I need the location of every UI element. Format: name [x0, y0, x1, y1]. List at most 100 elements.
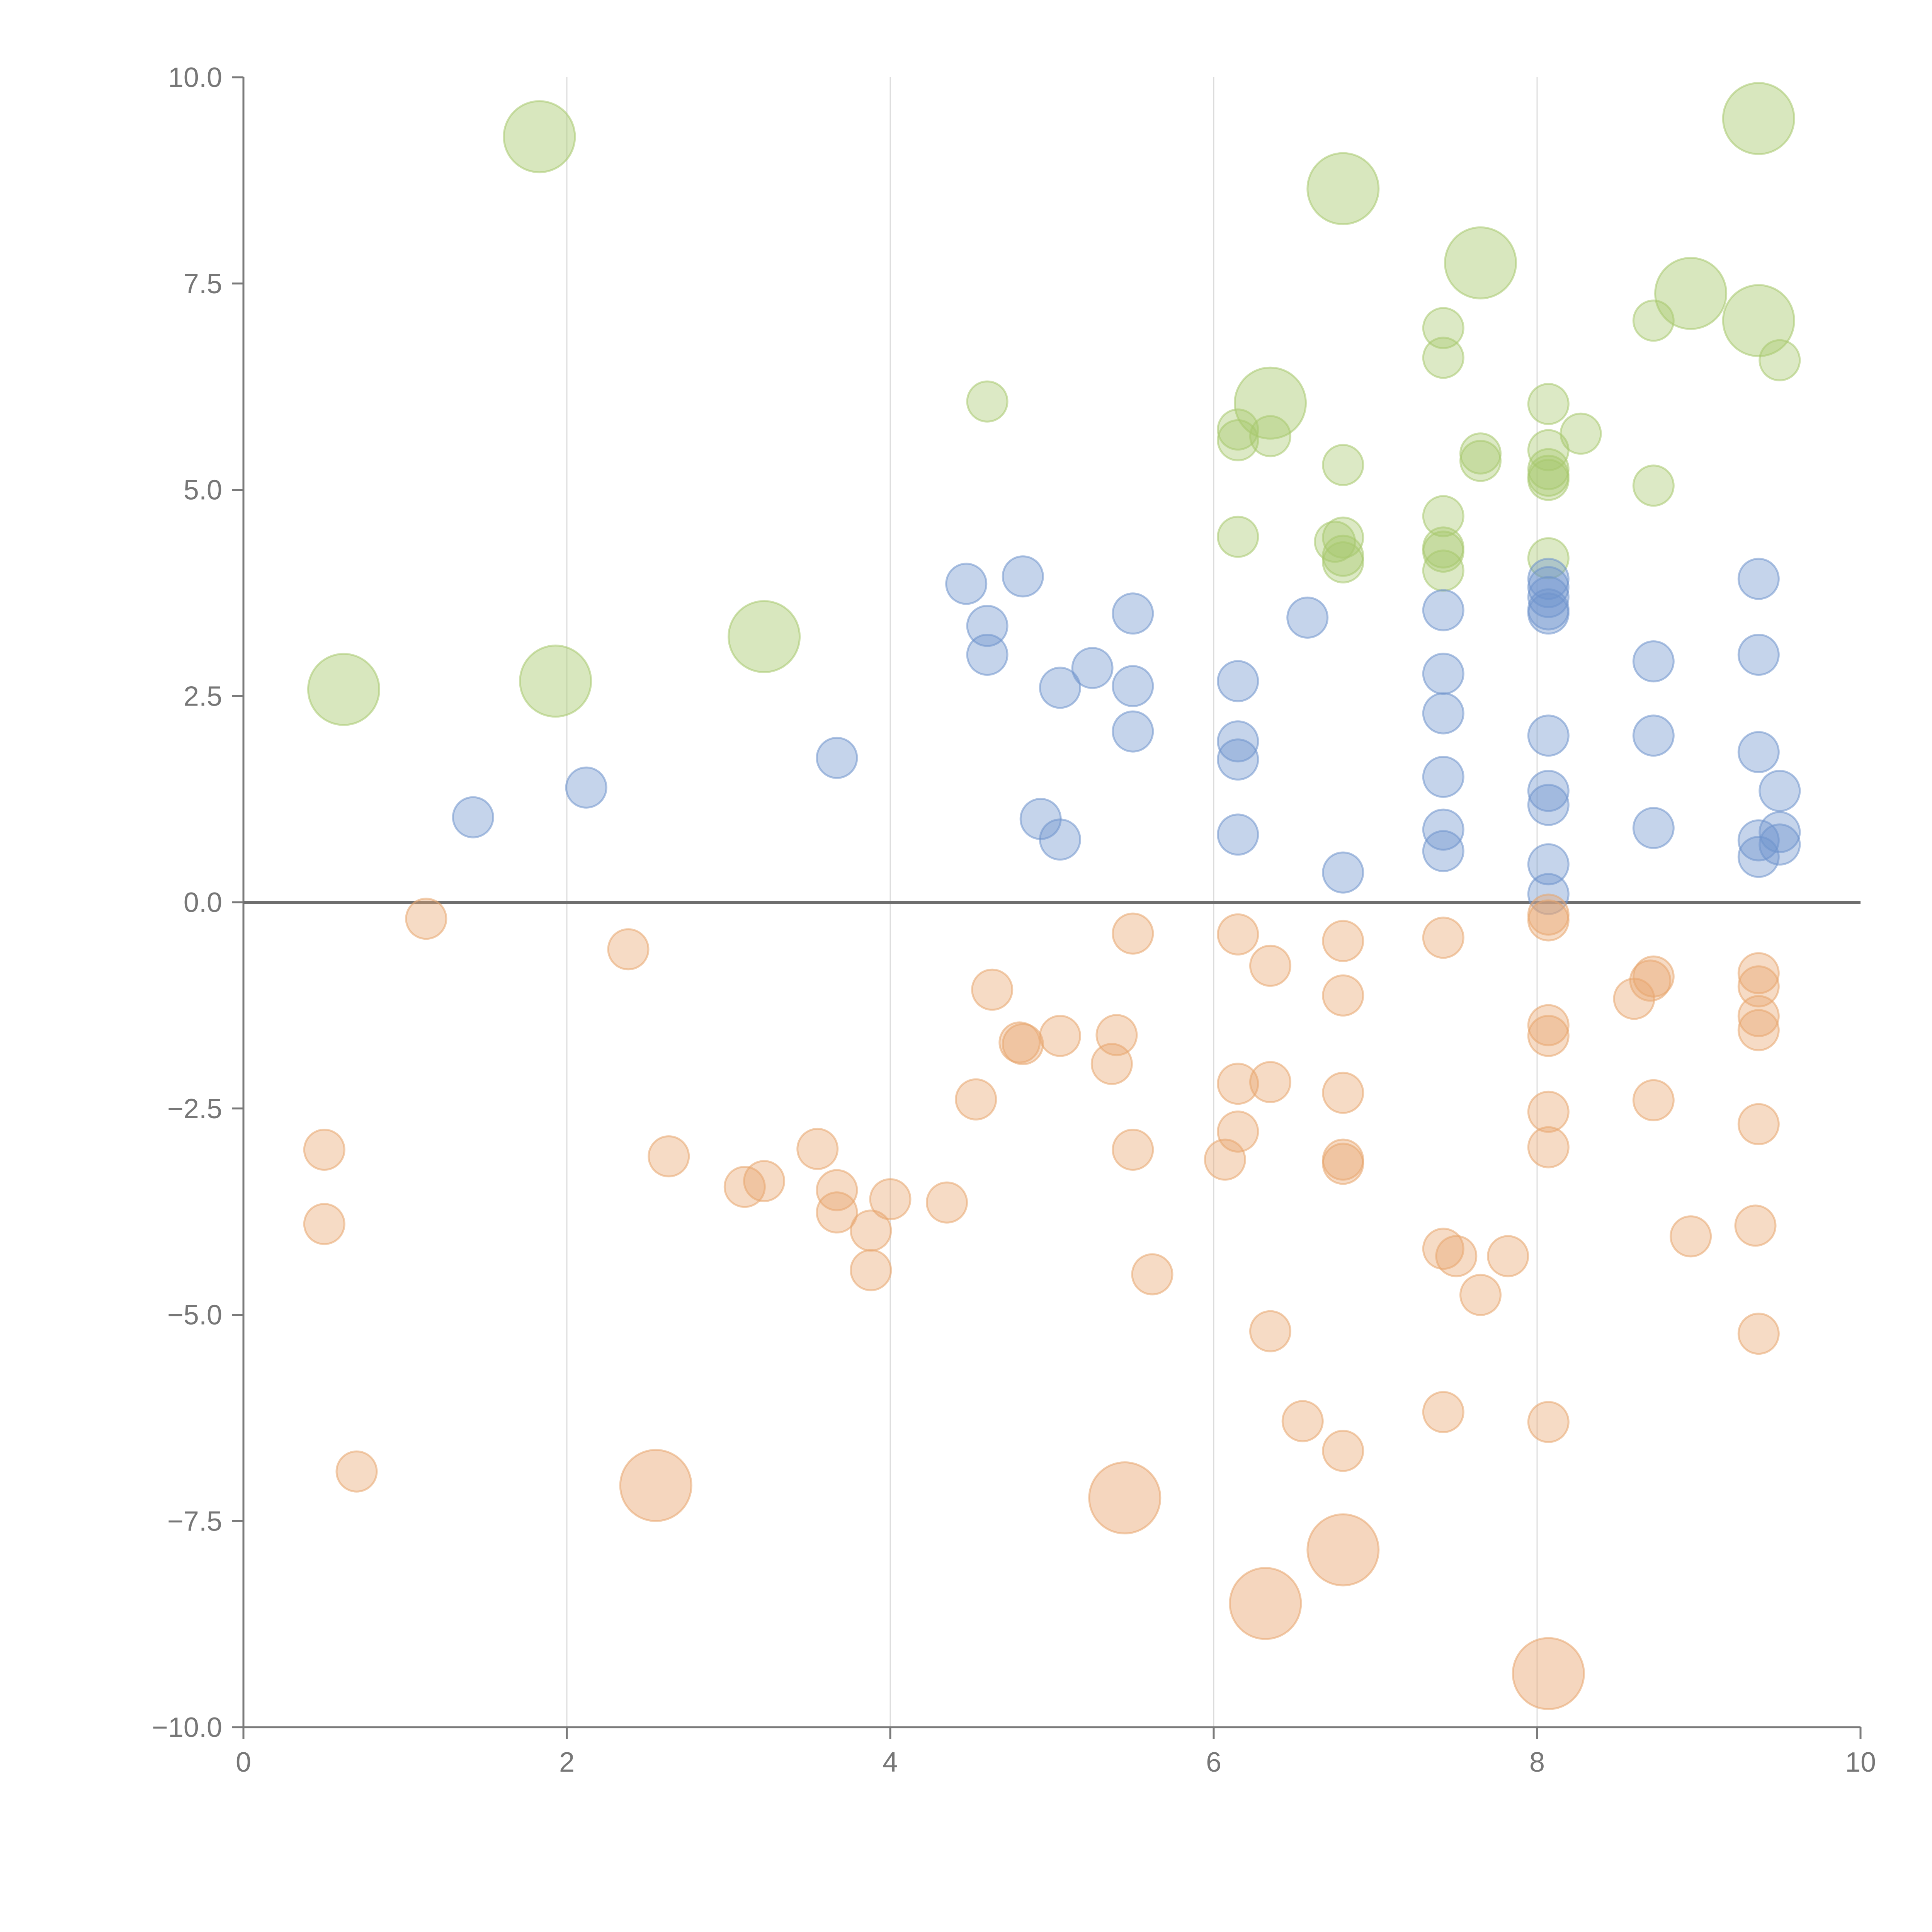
data-point-blue-46: [1759, 823, 1801, 866]
data-point-orange-small-49: [1527, 1090, 1570, 1133]
data-point-orange-small-5: [648, 1135, 690, 1178]
data-point-orange-small-22: [1112, 912, 1154, 955]
data-point-blue-23: [1422, 756, 1464, 798]
data-point-blue-37: [1632, 714, 1675, 757]
data-point-orange-small-46: [1527, 899, 1570, 942]
data-point-orange-small-30: [1249, 1061, 1291, 1103]
data-point-orange-small-17: [998, 1021, 1041, 1064]
data-point-blue-39: [1737, 558, 1780, 600]
data-point-blue-1: [565, 766, 607, 809]
data-point-orange-small-23: [1112, 1129, 1154, 1171]
data-point-blue-18: [1286, 596, 1329, 639]
data-point-orange-small-43: [1459, 1274, 1502, 1316]
data-point-orange-small-55: [1632, 1079, 1675, 1121]
data-point-green-small-9: [1322, 541, 1364, 583]
data-point-blue-6: [1002, 555, 1044, 598]
data-point-orange-small-56: [1670, 1215, 1712, 1258]
data-point-blue-17: [1217, 813, 1259, 856]
data-point-orange-small-25: [1204, 1138, 1246, 1181]
data-point-blue-20: [1422, 589, 1464, 631]
data-point-orange-small-54: [1632, 955, 1675, 998]
data-point-blue-3: [945, 563, 988, 605]
data-point-orange-small-12: [850, 1249, 892, 1291]
data-point-green-large-8: [1722, 82, 1795, 155]
data-point-green-small-12: [1422, 495, 1464, 537]
y-tick-label-3: 2.5: [184, 681, 222, 712]
data-point-blue-25: [1422, 830, 1464, 872]
data-point-green-small-10: [1422, 307, 1464, 349]
axes-layer: [232, 76, 1862, 1739]
data-point-orange-small-19: [1039, 1015, 1081, 1057]
x-tick-label-2: 4: [883, 1747, 898, 1778]
data-point-green-small-0: [966, 380, 1009, 423]
data-point-orange-small-60: [1737, 995, 1780, 1037]
data-point-green-small-18: [1527, 383, 1570, 425]
data-point-orange-small-40: [1422, 1228, 1464, 1270]
data-point-orange-small-31: [1249, 1310, 1291, 1352]
data-point-orange-small-10: [816, 1191, 858, 1234]
data-point-orange-small-34: [1322, 974, 1364, 1017]
data-point-green-small-15: [1422, 549, 1464, 592]
data-point-blue-12: [1112, 665, 1154, 707]
data-point-green-large-2: [519, 645, 592, 718]
y-tick-label-2: 5.0: [184, 475, 222, 506]
data-point-blue-33: [1527, 784, 1570, 826]
points-layer: [303, 82, 1801, 1710]
y-tick-label-7: −7.5: [167, 1506, 222, 1537]
data-point-blue-41: [1737, 731, 1780, 773]
data-point-green-large-0: [307, 653, 380, 726]
data-point-blue-32: [1527, 770, 1570, 812]
data-point-blue-22: [1422, 692, 1464, 735]
data-point-orange-small-26: [1217, 913, 1259, 956]
data-point-green-large-3: [728, 600, 801, 673]
data-point-blue-45: [1759, 811, 1801, 853]
data-point-green-small-26: [1632, 464, 1675, 507]
data-point-green-small-17: [1459, 440, 1502, 482]
data-point-orange-large-4: [1512, 1637, 1585, 1710]
data-point-blue-24: [1422, 808, 1464, 851]
data-point-orange-small-24: [1131, 1253, 1173, 1296]
data-point-blue-44: [1759, 770, 1801, 812]
data-point-orange-small-4: [335, 1450, 378, 1493]
data-point-blue-2: [816, 736, 858, 779]
data-point-blue-11: [1112, 592, 1154, 635]
data-point-blue-42: [1737, 819, 1780, 862]
data-point-orange-small-13: [869, 1178, 912, 1221]
data-point-orange-small-57: [1734, 1204, 1777, 1247]
y-tick-label-6: −5.0: [167, 1300, 222, 1331]
data-point-orange-small-51: [1527, 1401, 1570, 1443]
data-point-orange-small-14: [926, 1181, 968, 1224]
data-point-orange-small-62: [1737, 1103, 1780, 1145]
data-point-orange-small-39: [1422, 917, 1464, 959]
data-point-orange-small-47: [1527, 1004, 1570, 1046]
data-point-blue-31: [1527, 714, 1570, 757]
data-point-orange-small-29: [1249, 944, 1291, 987]
data-point-blue-19: [1322, 851, 1364, 894]
data-point-orange-small-21: [1095, 1014, 1138, 1056]
data-point-orange-small-61: [1737, 1009, 1780, 1051]
data-point-blue-10: [1071, 647, 1114, 689]
data-point-blue-13: [1112, 710, 1154, 753]
data-point-orange-small-15: [955, 1078, 997, 1121]
y-tick-label-1: 7.5: [184, 269, 222, 299]
data-point-blue-36: [1632, 640, 1675, 683]
data-point-orange-large-1: [1088, 1461, 1162, 1534]
data-point-blue-15: [1217, 720, 1259, 763]
data-point-orange-small-59: [1737, 965, 1780, 1008]
x-tick-label-3: 6: [1206, 1747, 1221, 1778]
data-point-blue-21: [1422, 653, 1464, 695]
data-point-blue-9: [1039, 818, 1081, 861]
data-point-orange-small-0: [405, 898, 447, 940]
data-point-green-small-25: [1632, 299, 1675, 342]
data-point-orange-small-42: [1435, 1235, 1478, 1277]
data-point-orange-small-27: [1217, 1063, 1259, 1105]
data-point-blue-0: [452, 796, 494, 838]
data-point-orange-small-28: [1217, 1111, 1259, 1153]
x-tick-label-1: 2: [559, 1747, 575, 1778]
data-point-green-large-5: [1306, 152, 1380, 225]
data-point-blue-38: [1632, 807, 1675, 849]
data-point-blue-30: [1527, 592, 1570, 635]
data-point-orange-small-16: [971, 968, 1014, 1011]
data-point-orange-large-2: [1229, 1567, 1302, 1640]
